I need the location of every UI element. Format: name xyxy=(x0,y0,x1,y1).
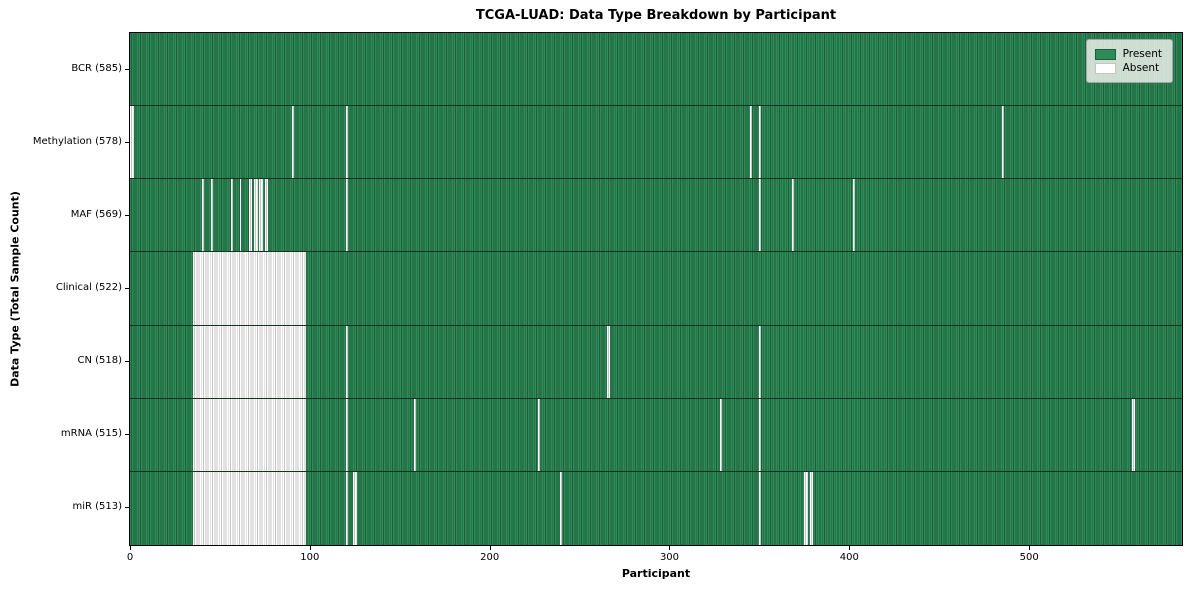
chart-title: TCGA-LUAD: Data Type Breakdown by Partic… xyxy=(475,8,837,23)
heatmap-row-CN xyxy=(130,325,1182,399)
absent-segment xyxy=(852,179,855,252)
y-tick-mark xyxy=(125,68,129,70)
y-tick-mark xyxy=(125,434,129,436)
heatmap-row-mRNA xyxy=(130,398,1182,472)
absent-segment xyxy=(759,325,762,398)
absent-segment xyxy=(606,325,611,398)
absent-segment xyxy=(192,471,307,545)
x-tick-mark xyxy=(669,546,671,550)
absent-segment xyxy=(1002,106,1004,179)
x-tick-mark xyxy=(130,546,131,550)
absent-segment xyxy=(538,398,540,471)
absent-segment xyxy=(239,179,242,252)
absent-segment xyxy=(345,325,348,398)
absent-segment xyxy=(352,471,357,545)
absent-segment xyxy=(759,179,762,252)
absent-segment xyxy=(804,471,808,545)
absent-segment xyxy=(750,106,753,179)
y-tick-label-mRNA: mRNA (515) xyxy=(60,428,122,440)
absent-segment xyxy=(809,471,814,545)
absent-segment xyxy=(201,179,204,252)
absent-segment xyxy=(264,179,269,252)
absent-segment xyxy=(192,252,307,325)
absent-segment xyxy=(248,179,253,252)
legend-swatch-present xyxy=(1094,48,1116,60)
x-tick-label-500: 500 xyxy=(1019,552,1039,563)
x-tick-label-0: 0 xyxy=(126,552,134,563)
x-tick-label-400: 400 xyxy=(839,552,859,563)
x-axis-label: Participant xyxy=(621,567,691,580)
y-tick-mark xyxy=(125,288,129,289)
y-tick-label-CN: CN (518) xyxy=(77,355,122,367)
absent-segment xyxy=(414,398,416,471)
absent-segment xyxy=(130,106,134,179)
legend-item-absent: Absent xyxy=(1094,62,1162,74)
heatmap-row-Clinical xyxy=(130,252,1182,326)
y-tick-label-miR: miR (513) xyxy=(72,501,122,513)
y-tick-label-MAF: MAF (569) xyxy=(70,208,122,220)
absent-segment xyxy=(759,398,762,471)
absent-segment xyxy=(345,471,348,545)
x-tick-mark xyxy=(489,546,491,550)
legend-swatch-absent xyxy=(1094,62,1116,74)
absent-segment xyxy=(759,106,762,179)
y-tick-mark xyxy=(125,507,129,509)
x-tick-label-200: 200 xyxy=(480,552,500,563)
absent-segment xyxy=(559,471,562,545)
absent-segment xyxy=(254,179,258,252)
heatmap-row-BCR xyxy=(130,33,1182,107)
y-tick-label-Methylation: Methylation (578) xyxy=(32,135,122,147)
x-tick-label-300: 300 xyxy=(659,552,680,563)
absent-segment xyxy=(210,179,213,252)
x-tick-mark xyxy=(309,546,311,550)
x-tick-mark xyxy=(849,546,851,550)
absent-segment xyxy=(345,179,348,252)
absent-segment xyxy=(791,179,794,252)
y-tick-mark xyxy=(125,361,129,363)
heatmap-row-MAF xyxy=(130,179,1182,253)
absent-segment xyxy=(259,179,264,252)
absent-segment xyxy=(759,471,762,545)
legend-item-present: Present xyxy=(1094,48,1162,60)
absent-segment xyxy=(345,106,348,179)
y-tick-mark xyxy=(125,141,129,143)
absent-segment xyxy=(192,398,307,471)
absent-segment xyxy=(291,106,294,179)
y-tick-label-BCR: BCR (585) xyxy=(71,62,122,74)
y-tick-label-Clinical: Clinical (522) xyxy=(55,282,122,293)
legend-label-present: Present xyxy=(1122,48,1162,60)
plot-area: Present Absent xyxy=(129,32,1183,546)
x-tick-label-100: 100 xyxy=(300,552,320,563)
heatmap-row-Methylation xyxy=(130,106,1182,180)
absent-segment xyxy=(719,398,722,471)
heatmap-row-miR xyxy=(130,471,1182,545)
absent-segment xyxy=(230,179,233,252)
x-tick-mark xyxy=(1029,546,1031,550)
y-tick-mark xyxy=(125,214,129,216)
legend-label-absent: Absent xyxy=(1122,62,1160,74)
absent-segment xyxy=(345,398,348,471)
absent-segment xyxy=(192,325,307,398)
legend: Present Absent xyxy=(1085,39,1173,83)
absent-segment xyxy=(1131,398,1136,471)
